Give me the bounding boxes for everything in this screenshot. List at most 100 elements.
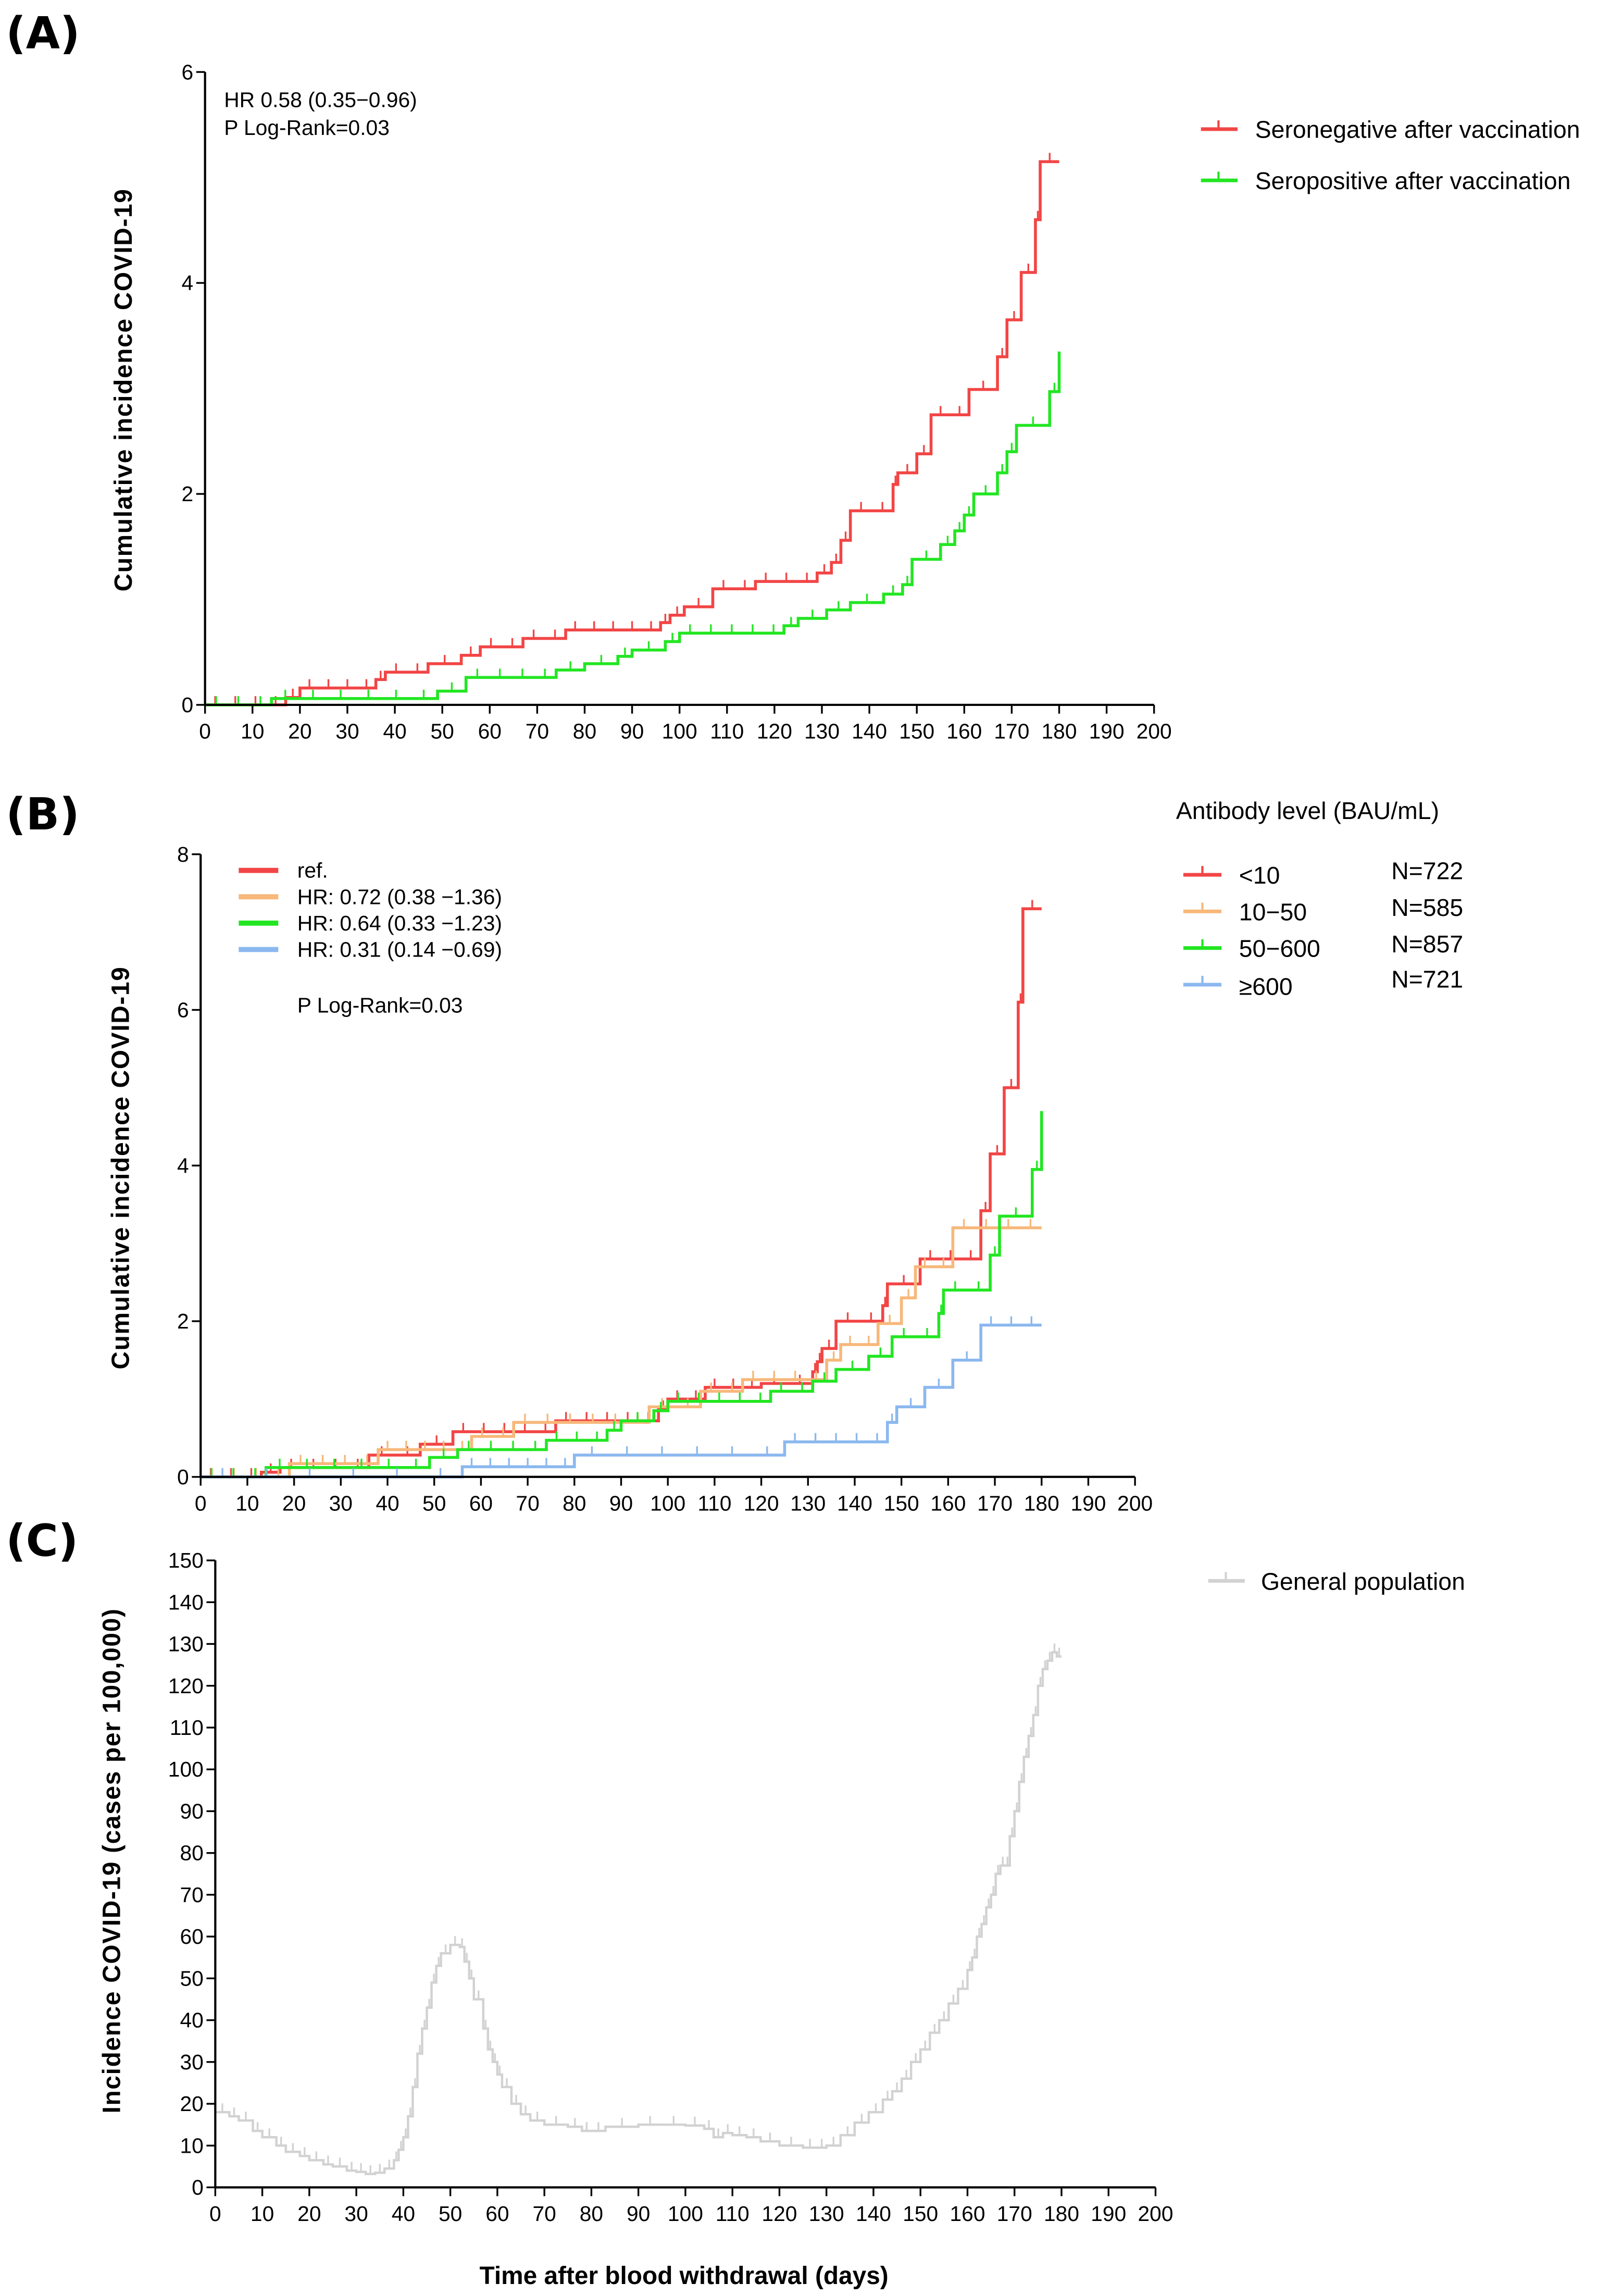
panel-b: (B) Cumulative incidence COVID-19 ref. H… <box>6 789 1463 1515</box>
hr-legend-b: ref. HR: 0.72 (0.38 −1.36) HR: 0.64 (0.3… <box>239 859 502 1017</box>
x-tick-label: 150 <box>899 719 934 743</box>
x-tick-label: 30 <box>329 1491 353 1515</box>
y-tick-label: 120 <box>168 1674 204 1698</box>
legend-n-50-600: N=857 <box>1391 930 1463 958</box>
x-tick-label: 20 <box>297 2202 321 2226</box>
x-tick-label: 100 <box>662 719 697 743</box>
x-tick-label: 130 <box>809 2202 844 2226</box>
x-tick-label: 100 <box>668 2202 703 2226</box>
x-tick-label: 170 <box>994 719 1029 743</box>
x-tick-label: 190 <box>1070 1491 1106 1515</box>
y-tick-label: 70 <box>180 1883 203 1907</box>
x-tick-label: 160 <box>946 719 982 743</box>
x-tick-label: 10 <box>251 2202 274 2226</box>
x-tick-label: 200 <box>1138 2202 1173 2226</box>
y-tick-label: 0 <box>181 693 193 717</box>
panel-a: (A) Cumulative incidence COVID-19 HR 0.5… <box>6 8 1580 743</box>
plot-area-c: 0 10 20 30 40 50 60 70 80 90 100 110 120 130 140 150 160… <box>168 1548 1173 2226</box>
y-tick-label: 30 <box>180 2050 203 2074</box>
x-tick-label: 100 <box>650 1491 685 1515</box>
x-tick-label: 50 <box>430 719 454 743</box>
y-tick-label: 0 <box>192 2176 204 2200</box>
x-tick-label: 60 <box>478 719 502 743</box>
y-tick-label: 4 <box>181 271 193 295</box>
y-tick-label: 50 <box>180 1966 203 1990</box>
x-tick-label: 200 <box>1137 719 1172 743</box>
x-tick-label: 140 <box>856 2202 891 2226</box>
legend-label-seropositive: Seropositive after vaccination <box>1255 167 1571 194</box>
logrank-annotation-a: P Log-Rank=0.03 <box>224 116 390 140</box>
x-tick-label: 80 <box>580 2202 603 2226</box>
x-tick-label: 160 <box>930 1491 966 1515</box>
x-tick-label: 10 <box>241 719 264 743</box>
x-tick-label: 110 <box>697 1491 731 1515</box>
legend-n-lt10: N=722 <box>1391 858 1463 885</box>
y-tick-label: 0 <box>177 1465 189 1489</box>
x-tick-label: 120 <box>757 719 792 743</box>
x-tick-label: 90 <box>620 719 644 743</box>
panel-c: (C) Incidence COVID-19 (cases per 100,00… <box>6 1516 1465 2290</box>
x-tick-label: 20 <box>282 1491 306 1515</box>
legend-label-600: ≥600 <box>1239 973 1293 1000</box>
series-line-0 <box>215 1651 1062 2176</box>
y-tick-label: 150 <box>168 1548 204 1572</box>
series-line-3 <box>201 1323 1042 1479</box>
hr-label-ref: ref. <box>297 859 328 883</box>
x-tick-label: 150 <box>884 1491 919 1515</box>
x-tick-label: 110 <box>716 2202 750 2226</box>
x-tick-label: 20 <box>288 719 311 743</box>
y-axis-label-a: Cumulative incidence COVID-19 <box>110 188 138 591</box>
x-tick-label: 180 <box>1024 1491 1059 1515</box>
x-tick-label: 80 <box>573 719 596 743</box>
x-tick-label: 0 <box>209 2202 221 2226</box>
y-tick-label: 80 <box>180 1841 203 1865</box>
x-axis-label-c: Time after blood withdrawal (days) <box>479 2262 888 2290</box>
x-tick-label: 30 <box>335 719 359 743</box>
plot-area-a: 0 10 20 30 40 50 60 70 80 90 100 110 120 130 140 150 160… <box>181 60 1171 743</box>
legend-n-600: N=721 <box>1391 966 1463 993</box>
x-tick-label: 120 <box>761 2202 797 2226</box>
x-tick-label: 190 <box>1089 719 1125 743</box>
panel-label-c: (C) <box>6 1516 78 1567</box>
y-axis-label-b: Cumulative incidence COVID-19 <box>107 966 134 1369</box>
x-tick-label: 180 <box>1044 2202 1079 2226</box>
legend-label-50-600: 50−600 <box>1239 935 1320 962</box>
x-tick-label: 70 <box>526 719 549 743</box>
x-tick-label: 60 <box>469 1491 493 1515</box>
y-tick-label: 110 <box>170 1716 204 1740</box>
x-tick-label: 0 <box>199 719 211 743</box>
x-tick-label: 90 <box>609 1491 633 1515</box>
x-tick-label: 0 <box>195 1491 207 1515</box>
x-tick-label: 80 <box>563 1491 586 1515</box>
legend-a: Seronegative after vaccination Seroposit… <box>1201 116 1580 194</box>
panel-label-b: (B) <box>6 789 79 840</box>
x-tick-label: 30 <box>344 2202 368 2226</box>
y-tick-label: 40 <box>180 2008 203 2032</box>
y-tick-label: 100 <box>168 1757 204 1781</box>
plot-area-b: 0 10 20 30 40 50 60 70 80 90 100 110 120 130 140 150 160… <box>177 842 1153 1516</box>
y-tick-label: 8 <box>177 842 189 866</box>
x-tick-label: 70 <box>532 2202 556 2226</box>
x-tick-label: 170 <box>997 2202 1032 2226</box>
x-tick-label: 160 <box>950 2202 985 2226</box>
y-tick-label: 60 <box>180 1925 203 1949</box>
y-axis-label-c: Incidence COVID-19 (cases per 100,000) <box>98 1608 126 2113</box>
legend-n-10-50: N=585 <box>1391 894 1463 921</box>
x-tick-label: 120 <box>744 1491 779 1515</box>
panel-label-a: (A) <box>6 8 80 59</box>
y-tick-label: 6 <box>181 60 193 84</box>
y-tick-label: 130 <box>168 1632 204 1656</box>
x-tick-label: 10 <box>235 1491 259 1515</box>
series-line-1 <box>201 1226 1042 1479</box>
x-tick-label: 90 <box>627 2202 650 2226</box>
hr-label-50-600: HR: 0.64 (0.33 −1.23) <box>297 911 502 935</box>
series-line-2 <box>201 1111 1043 1479</box>
x-tick-label: 170 <box>977 1491 1013 1515</box>
legend-label-10-50: 10−50 <box>1239 898 1307 925</box>
x-tick-label: 130 <box>804 719 840 743</box>
hr-label-600: HR: 0.31 (0.14 −0.69) <box>297 938 502 962</box>
x-tick-label: 200 <box>1117 1491 1153 1515</box>
legend-label-lt10: <10 <box>1239 862 1280 889</box>
x-tick-label: 40 <box>392 2202 415 2226</box>
